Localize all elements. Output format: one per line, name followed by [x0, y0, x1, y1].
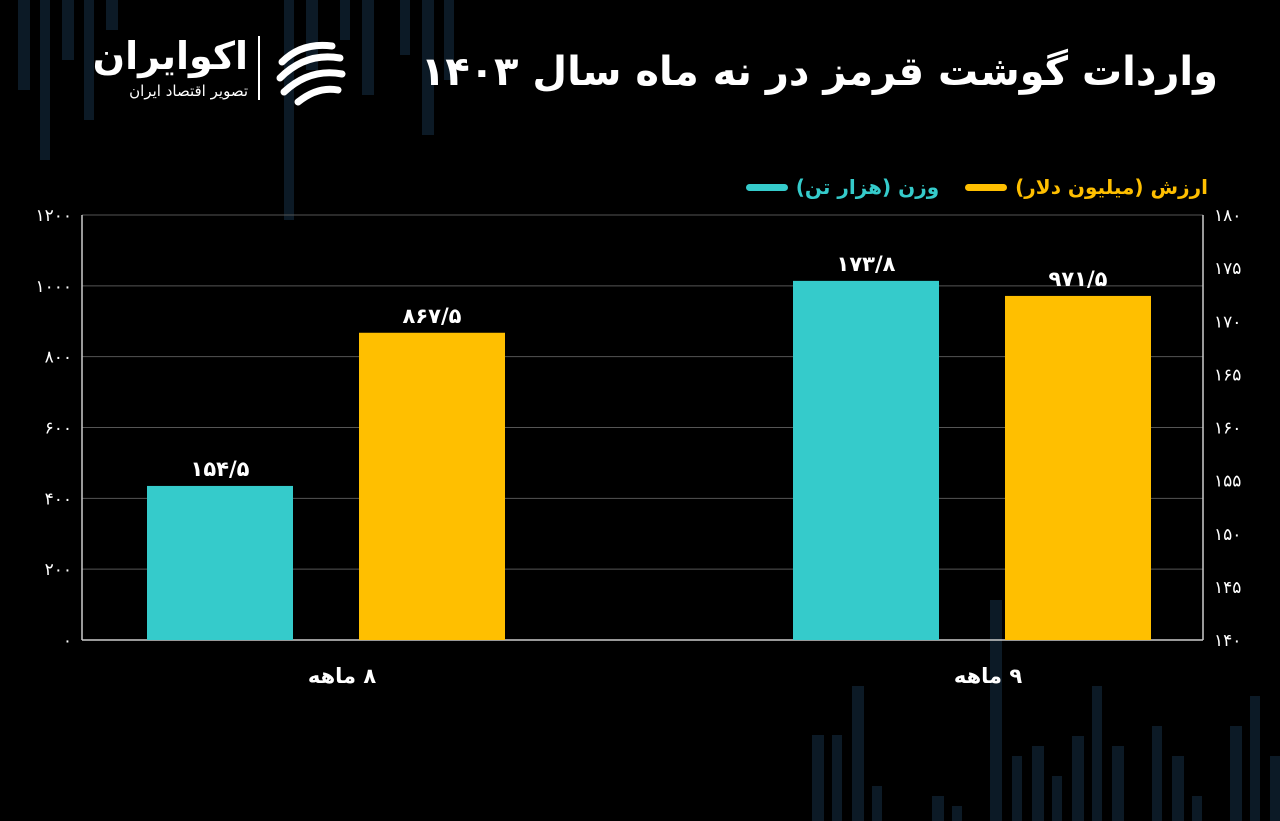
decor-bar	[872, 786, 882, 821]
y-right-tick-label: ۱۵۰	[1214, 525, 1241, 545]
y-right-tick-label: ۱۶۰	[1214, 419, 1241, 439]
decor-bar	[1270, 756, 1280, 821]
decor-bar	[400, 0, 410, 55]
decor-bar	[306, 0, 318, 70]
legend-swatch-weight	[745, 183, 788, 191]
decor-bar	[422, 0, 434, 135]
y-right-tick-label: ۱۴۰	[1214, 631, 1241, 651]
legend-item-value: ارزش (میلیون دلار)	[965, 174, 1208, 200]
ecoiran-logo: اکوایران تصویر اقتصاد ایران	[40, 28, 346, 108]
bar-data-label: ۹۷۱/۵	[1049, 267, 1108, 291]
chart-title: واردات گوشت قرمز در نه ماه سال ۱۴۰۳	[420, 49, 1218, 95]
decor-bar	[444, 0, 454, 80]
bar-weight	[147, 485, 293, 640]
decor-bar	[84, 0, 94, 120]
decor-bar	[18, 0, 30, 90]
legend-label-weight: وزن (هزار تن)	[795, 175, 940, 199]
legend-item-weight: وزن (هزار تن)	[745, 174, 940, 200]
y-right-tick-label: ۱۷۰	[1214, 312, 1241, 332]
decor-bar	[1092, 686, 1102, 821]
decor-bar	[1250, 696, 1260, 821]
decor-bar	[284, 0, 294, 220]
y-left-tick-label: ۶۰۰	[45, 419, 72, 439]
decor-bar	[62, 0, 74, 60]
decor-bar	[852, 686, 864, 821]
decor-bar	[1072, 736, 1084, 821]
y-left-tick-label: ۴۰۰	[45, 489, 72, 509]
y-left-tick-label: ۲۰۰	[45, 560, 72, 580]
y-left-tick-label: ۰	[63, 631, 72, 651]
logo-name: اکوایران	[92, 34, 248, 78]
y-right-tick-label: ۱۸۰	[1214, 206, 1241, 226]
bar-data-label: ۱۵۴/۵	[191, 457, 250, 481]
logo-divider	[258, 36, 260, 100]
y-right-tick-label: ۱۵۵	[1214, 472, 1241, 492]
decor-bar	[1032, 746, 1044, 821]
bar-data-label: ۱۷۳/۸	[837, 252, 896, 276]
bar-data-label: ۸۶۷/۵	[403, 304, 462, 328]
decor-bar	[1152, 726, 1162, 821]
decor-bar	[362, 0, 374, 95]
bar-weight	[793, 280, 939, 640]
y-right-tick-label: ۱۷۵	[1214, 259, 1241, 279]
legend-swatch-value	[965, 183, 1008, 191]
decor-bar	[832, 735, 842, 821]
y-left-tick-label: ۸۰۰	[45, 348, 72, 368]
decor-bar	[1112, 746, 1124, 821]
decor-bar	[1172, 756, 1184, 821]
decor-bar	[990, 600, 1002, 821]
y-left-tick-label: ۱۲۰۰	[35, 206, 72, 226]
decor-bar	[812, 735, 824, 821]
bar-value	[359, 332, 505, 640]
decor-bar	[1052, 776, 1062, 821]
decor-bar	[340, 0, 350, 40]
y-right-tick-label: ۱۴۵	[1214, 578, 1241, 598]
decor-bar	[106, 0, 118, 30]
x-category-label: ۹ ماهه	[954, 664, 1023, 688]
chart-legend: وزن (هزار تن) ارزش (میلیون دلار)	[745, 172, 1208, 202]
ecoiran-logo-mark-icon	[276, 41, 346, 106]
legend-label-value: ارزش (میلیون دلار)	[1015, 175, 1208, 199]
decor-bar	[1192, 796, 1202, 821]
decor-bar	[1012, 756, 1022, 821]
decor-bar	[932, 796, 944, 821]
decor-bar	[40, 0, 50, 160]
x-category-label: ۸ ماهه	[308, 664, 377, 688]
y-right-tick-label: ۱۶۵	[1214, 365, 1241, 385]
decor-bar	[952, 806, 962, 821]
y-left-tick-label: ۱۰۰۰	[35, 277, 72, 297]
logo-tagline: تصویر اقتصاد ایران	[129, 82, 248, 100]
decor-bar	[1230, 726, 1242, 821]
bar-value	[1005, 295, 1151, 640]
